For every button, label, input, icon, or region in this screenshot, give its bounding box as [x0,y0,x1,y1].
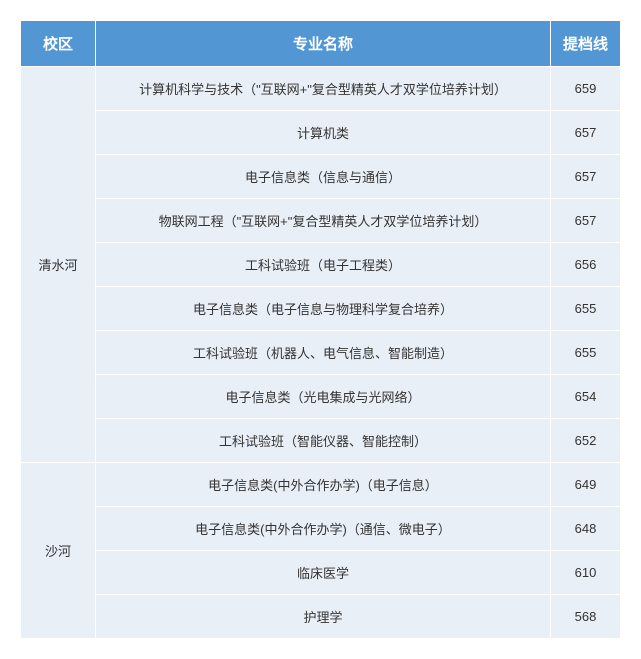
score-cell: 610 [551,551,621,595]
table-row: 工科试验班（机器人、电气信息、智能制造）655 [21,331,621,375]
major-cell: 电子信息类（电子信息与物理科学复合培养） [95,287,550,331]
campus-cell: 清水河 [21,67,96,463]
score-cell: 655 [551,287,621,331]
table-row: 电子信息类（电子信息与物理科学复合培养）655 [21,287,621,331]
major-cell: 工科试验班（电子工程类） [95,243,550,287]
score-cell: 659 [551,67,621,111]
table-row: 工科试验班（智能仪器、智能控制）652 [21,419,621,463]
table-body: 清水河计算机科学与技术（"互联网+"复合型精英人才双学位培养计划）659计算机类… [21,67,621,639]
score-cell: 652 [551,419,621,463]
major-cell: 电子信息类(中外合作办学)（通信、微电子） [95,507,550,551]
table-row: 清水河计算机科学与技术（"互联网+"复合型精英人才双学位培养计划）659 [21,67,621,111]
major-cell: 护理学 [95,595,550,639]
table-row: 护理学568 [21,595,621,639]
table-row: 临床医学610 [21,551,621,595]
table-row: 工科试验班（电子工程类）656 [21,243,621,287]
score-cell: 655 [551,331,621,375]
table-row: 物联网工程（"互联网+"复合型精英人才双学位培养计划）657 [21,199,621,243]
score-cell: 657 [551,155,621,199]
major-cell: 物联网工程（"互联网+"复合型精英人才双学位培养计划） [95,199,550,243]
admission-table: 校区 专业名称 提档线 清水河计算机科学与技术（"互联网+"复合型精英人才双学位… [20,20,621,639]
score-cell: 654 [551,375,621,419]
header-score: 提档线 [551,21,621,67]
major-cell: 计算机科学与技术（"互联网+"复合型精英人才双学位培养计划） [95,67,550,111]
score-cell: 568 [551,595,621,639]
header-row: 校区 专业名称 提档线 [21,21,621,67]
campus-cell: 沙河 [21,463,96,639]
score-cell: 657 [551,111,621,155]
major-cell: 计算机类 [95,111,550,155]
major-cell: 电子信息类（光电集成与光网络） [95,375,550,419]
header-campus: 校区 [21,21,96,67]
table-row: 电子信息类（信息与通信）657 [21,155,621,199]
score-cell: 648 [551,507,621,551]
table-row: 计算机类657 [21,111,621,155]
score-cell: 649 [551,463,621,507]
table-row: 电子信息类（光电集成与光网络）654 [21,375,621,419]
table-row: 沙河电子信息类(中外合作办学)（电子信息）649 [21,463,621,507]
major-cell: 电子信息类（信息与通信） [95,155,550,199]
major-cell: 电子信息类(中外合作办学)（电子信息） [95,463,550,507]
score-cell: 656 [551,243,621,287]
major-cell: 临床医学 [95,551,550,595]
major-cell: 工科试验班（智能仪器、智能控制） [95,419,550,463]
header-major: 专业名称 [95,21,550,67]
score-cell: 657 [551,199,621,243]
table-row: 电子信息类(中外合作办学)（通信、微电子）648 [21,507,621,551]
major-cell: 工科试验班（机器人、电气信息、智能制造） [95,331,550,375]
